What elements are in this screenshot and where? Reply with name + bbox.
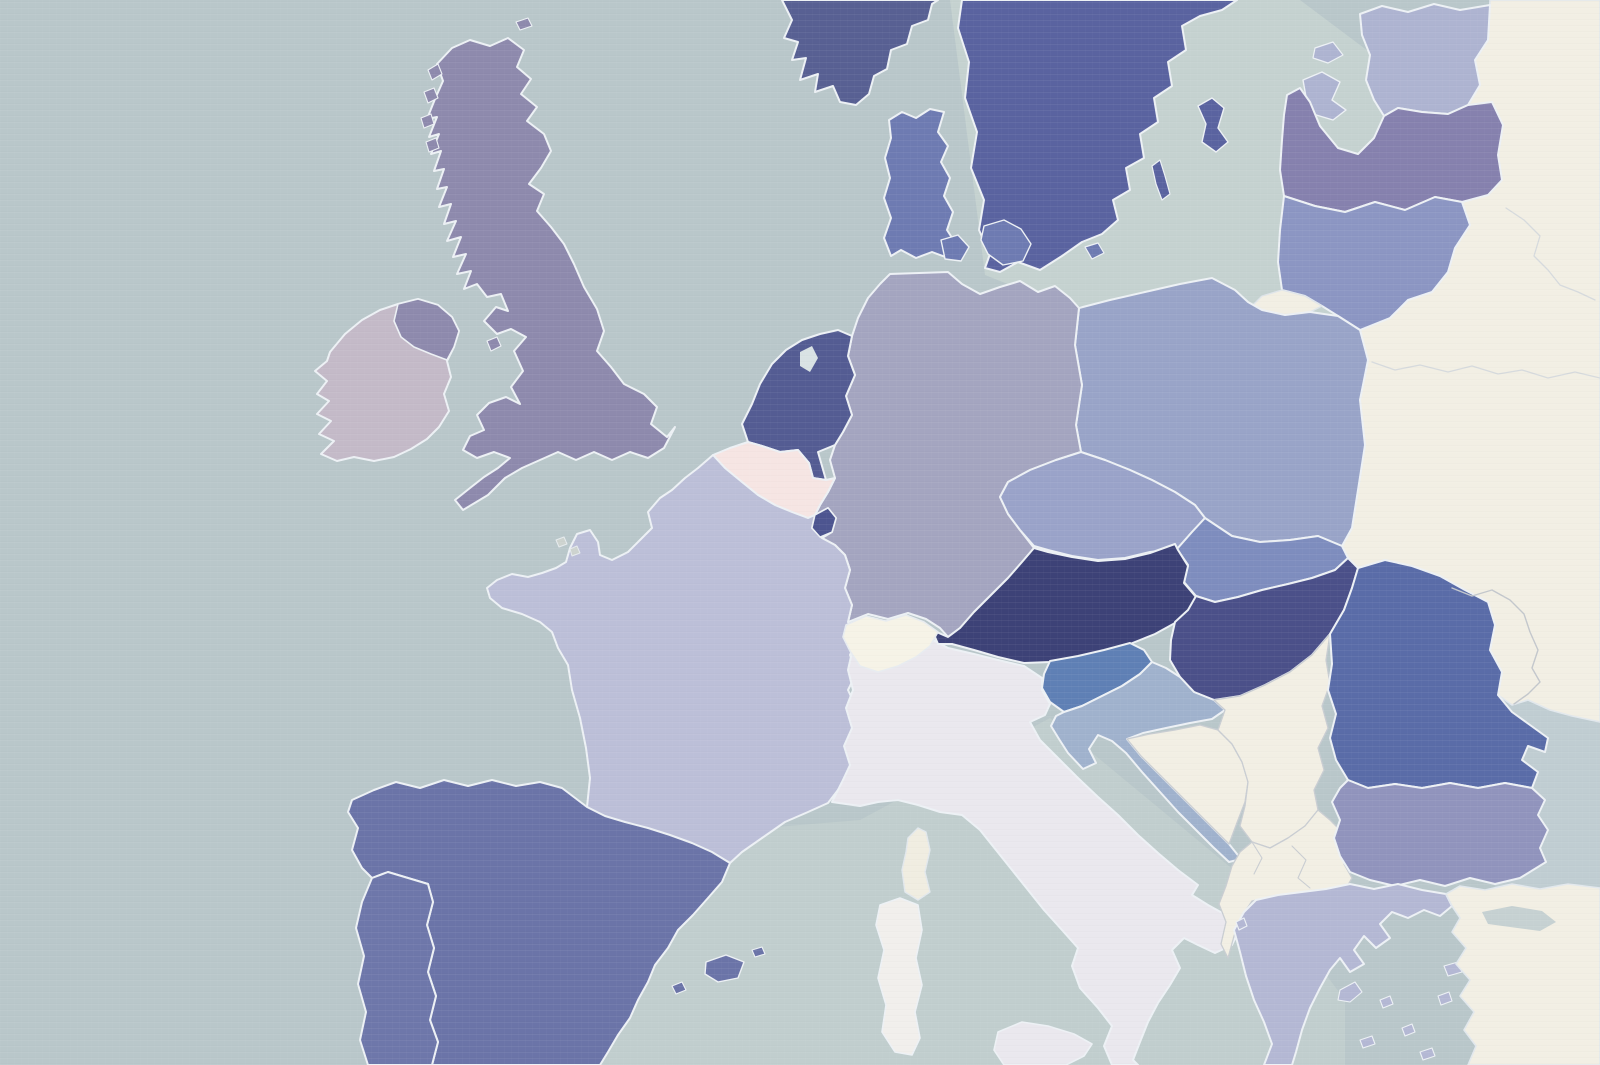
island-aegean-4[interactable] xyxy=(1419,1047,1436,1061)
island-hebrides-2[interactable] xyxy=(423,87,439,104)
island-hebrides-3[interactable] xyxy=(420,113,435,129)
island-aegean-1[interactable] xyxy=(1401,1023,1416,1037)
country-norway[interactable] xyxy=(781,0,939,106)
island-hiiumaa[interactable] xyxy=(1312,41,1344,64)
island-ibiza[interactable] xyxy=(671,981,687,995)
country-greece[interactable] xyxy=(1233,883,1453,1065)
country-romania[interactable] xyxy=(1327,559,1549,789)
island-aegean-3[interactable] xyxy=(1359,1035,1376,1049)
island-hebrides-4[interactable] xyxy=(425,137,440,153)
border-ukraine-belarus xyxy=(1371,361,1600,379)
country-estonia[interactable] xyxy=(1359,3,1491,117)
island-zealand[interactable] xyxy=(980,219,1032,266)
country-portugal[interactable] xyxy=(355,871,439,1065)
island-aegean-2[interactable] xyxy=(1379,995,1394,1009)
island-funen[interactable] xyxy=(940,234,970,262)
country-italy[interactable] xyxy=(831,629,1241,1065)
country-luxembourg[interactable] xyxy=(811,507,837,538)
border-belarus-russia xyxy=(1505,207,1596,301)
border-moldova xyxy=(1451,587,1541,705)
island-mallorca[interactable] xyxy=(704,954,745,983)
sea-ijsselmeer xyxy=(800,346,818,372)
region-northern-ireland[interactable] xyxy=(393,298,460,361)
border-kosovo-macedonia xyxy=(1291,845,1311,889)
island-channel-1 xyxy=(555,536,568,548)
island-channel-2 xyxy=(569,545,581,557)
country-austria[interactable] xyxy=(931,543,1197,664)
island-sardinia[interactable] xyxy=(875,897,923,1056)
sea-marmara xyxy=(1482,906,1556,931)
country-united-kingdom[interactable] xyxy=(426,37,676,511)
island-corfu[interactable] xyxy=(1235,917,1248,931)
island-sicily[interactable] xyxy=(993,1021,1093,1065)
border-montenegro-albania xyxy=(1251,841,1263,875)
region-turkey xyxy=(1445,883,1600,1065)
island-hebrides-1[interactable] xyxy=(427,63,443,81)
island-euboea[interactable] xyxy=(1337,981,1363,1003)
island-gotland[interactable] xyxy=(1197,97,1229,153)
island-corsica xyxy=(901,827,931,901)
island-chios[interactable] xyxy=(1437,991,1453,1006)
island-bornholm[interactable] xyxy=(1084,242,1105,260)
island-isle-of-man[interactable] xyxy=(486,336,502,352)
island-orkney[interactable] xyxy=(515,17,533,31)
country-sweden[interactable] xyxy=(957,0,1238,273)
country-bulgaria[interactable] xyxy=(1331,779,1549,887)
region-switzerland xyxy=(842,614,939,673)
island-menorca[interactable] xyxy=(751,946,766,958)
island-oland[interactable] xyxy=(1151,159,1171,201)
